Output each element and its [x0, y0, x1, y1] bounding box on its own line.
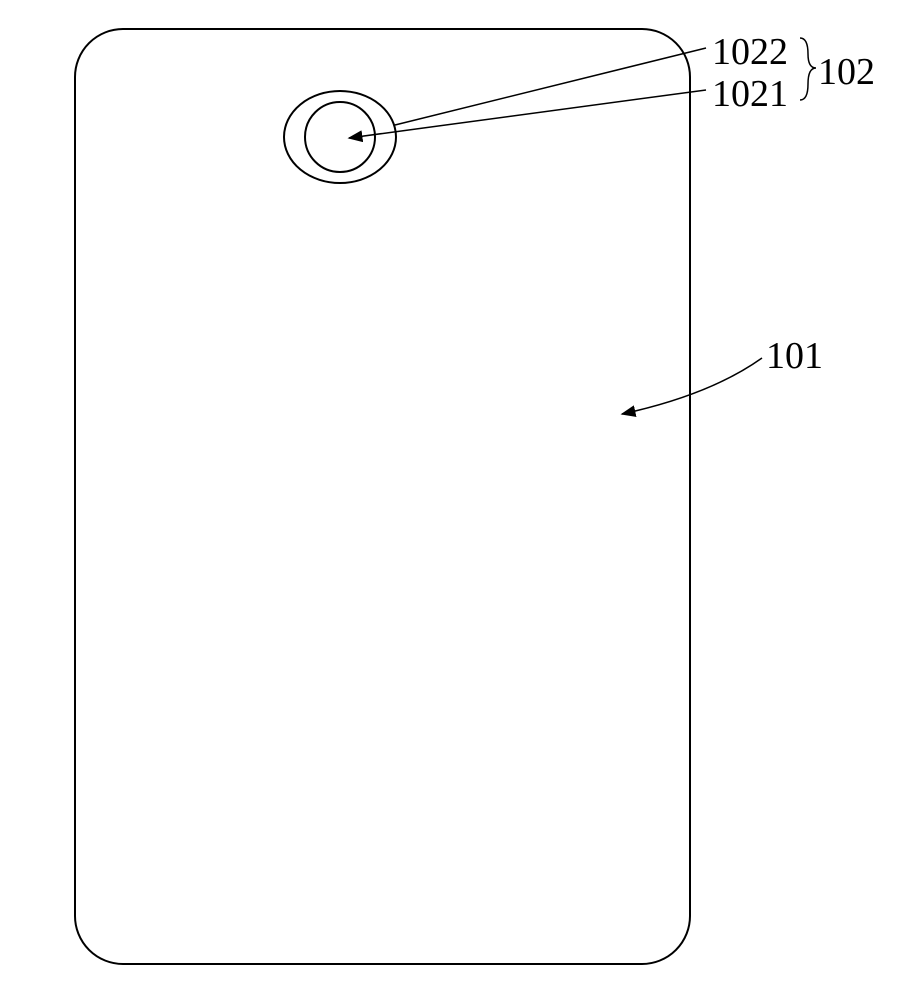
- diagram-svg: [0, 0, 920, 1000]
- leader-arrow-101: [622, 358, 762, 414]
- device-body: [75, 29, 690, 964]
- label-1021: 1021: [712, 72, 788, 116]
- brace-102: [800, 38, 816, 100]
- label-101: 101: [766, 334, 823, 378]
- leader-line-1021: [349, 90, 706, 138]
- leader-line-1022: [395, 48, 706, 125]
- label-102: 102: [818, 50, 875, 94]
- label-1022: 1022: [712, 30, 788, 74]
- outer-ellipse: [284, 91, 396, 183]
- inner-circle: [305, 102, 375, 172]
